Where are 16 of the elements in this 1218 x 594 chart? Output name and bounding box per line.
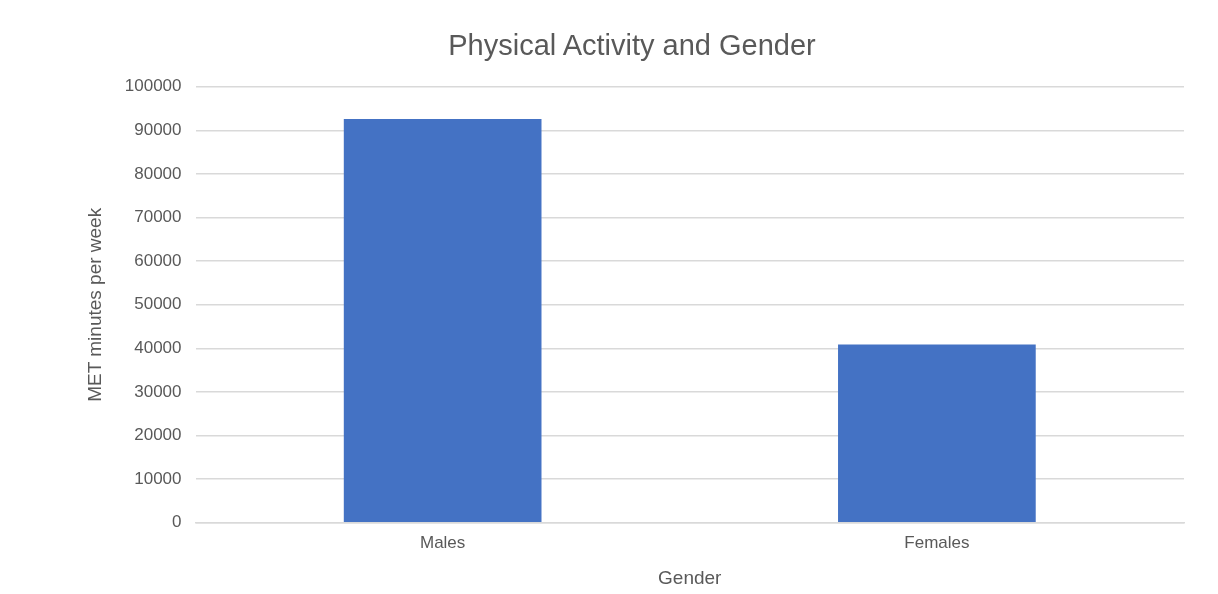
y-tick-label: 10000	[134, 468, 182, 488]
x-tick-label: Males	[419, 532, 466, 552]
y-tick-label: 50000	[134, 294, 182, 314]
chart-title: Physical Activity and Gender	[448, 29, 817, 62]
y-tick-label: 40000	[134, 338, 182, 358]
y-tick-label: 100000	[124, 76, 182, 96]
y-axis-title: MET minutes per week	[83, 207, 105, 402]
y-tick-label: 30000	[134, 381, 182, 401]
y-tick-label: 0	[172, 512, 182, 532]
x-axis-title: Gender	[658, 566, 723, 588]
y-tick-label: 60000	[134, 250, 182, 270]
y-tick-label: 70000	[134, 207, 182, 227]
x-tick-label: Females	[904, 532, 970, 552]
y-tick-label: 20000	[134, 425, 182, 445]
y-tick-label: 90000	[134, 120, 182, 140]
y-tick-label: 80000	[134, 163, 182, 183]
